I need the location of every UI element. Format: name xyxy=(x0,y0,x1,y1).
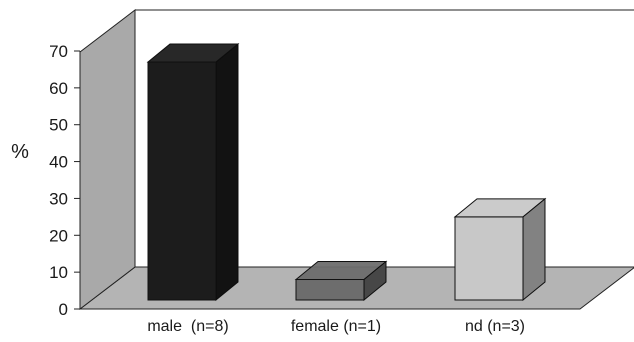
y-tick-label: 40 xyxy=(49,153,68,172)
bar-side-shade xyxy=(216,44,238,300)
y-tick-label: 20 xyxy=(49,226,68,245)
y-tick-label: 0 xyxy=(59,300,68,319)
bar-side-shade xyxy=(364,261,386,300)
bar-side xyxy=(215,43,239,302)
bars xyxy=(146,43,547,302)
x-tick-label: nd (n=3) xyxy=(465,318,525,335)
bar xyxy=(294,260,388,302)
y-axis-label: % xyxy=(11,141,29,163)
bar-side xyxy=(522,197,546,302)
bar xyxy=(453,197,547,302)
y-tick-label: 60 xyxy=(49,79,68,98)
bar-side xyxy=(363,260,387,302)
bar-side-shade xyxy=(523,198,545,300)
x-tick-label: male (n=8) xyxy=(147,318,228,335)
x-axis-labels: male (n=8) female (n=1) nd (n=3) xyxy=(147,318,525,335)
y-axis-ticks: 0 10 20 30 40 50 60 70 xyxy=(49,42,80,319)
x-tick-label: female (n=1) xyxy=(291,318,381,335)
chart-side-wall xyxy=(79,8,136,311)
y-tick-label: 10 xyxy=(49,263,68,282)
y-tick-label: 70 xyxy=(49,42,68,61)
bar-front xyxy=(147,61,217,301)
bar xyxy=(146,43,240,302)
y-tick-label: 30 xyxy=(49,189,68,208)
bar-front xyxy=(295,279,365,301)
chart-back-wall xyxy=(135,9,634,11)
bar-front xyxy=(454,216,524,301)
y-tick-label: 50 xyxy=(49,116,68,135)
